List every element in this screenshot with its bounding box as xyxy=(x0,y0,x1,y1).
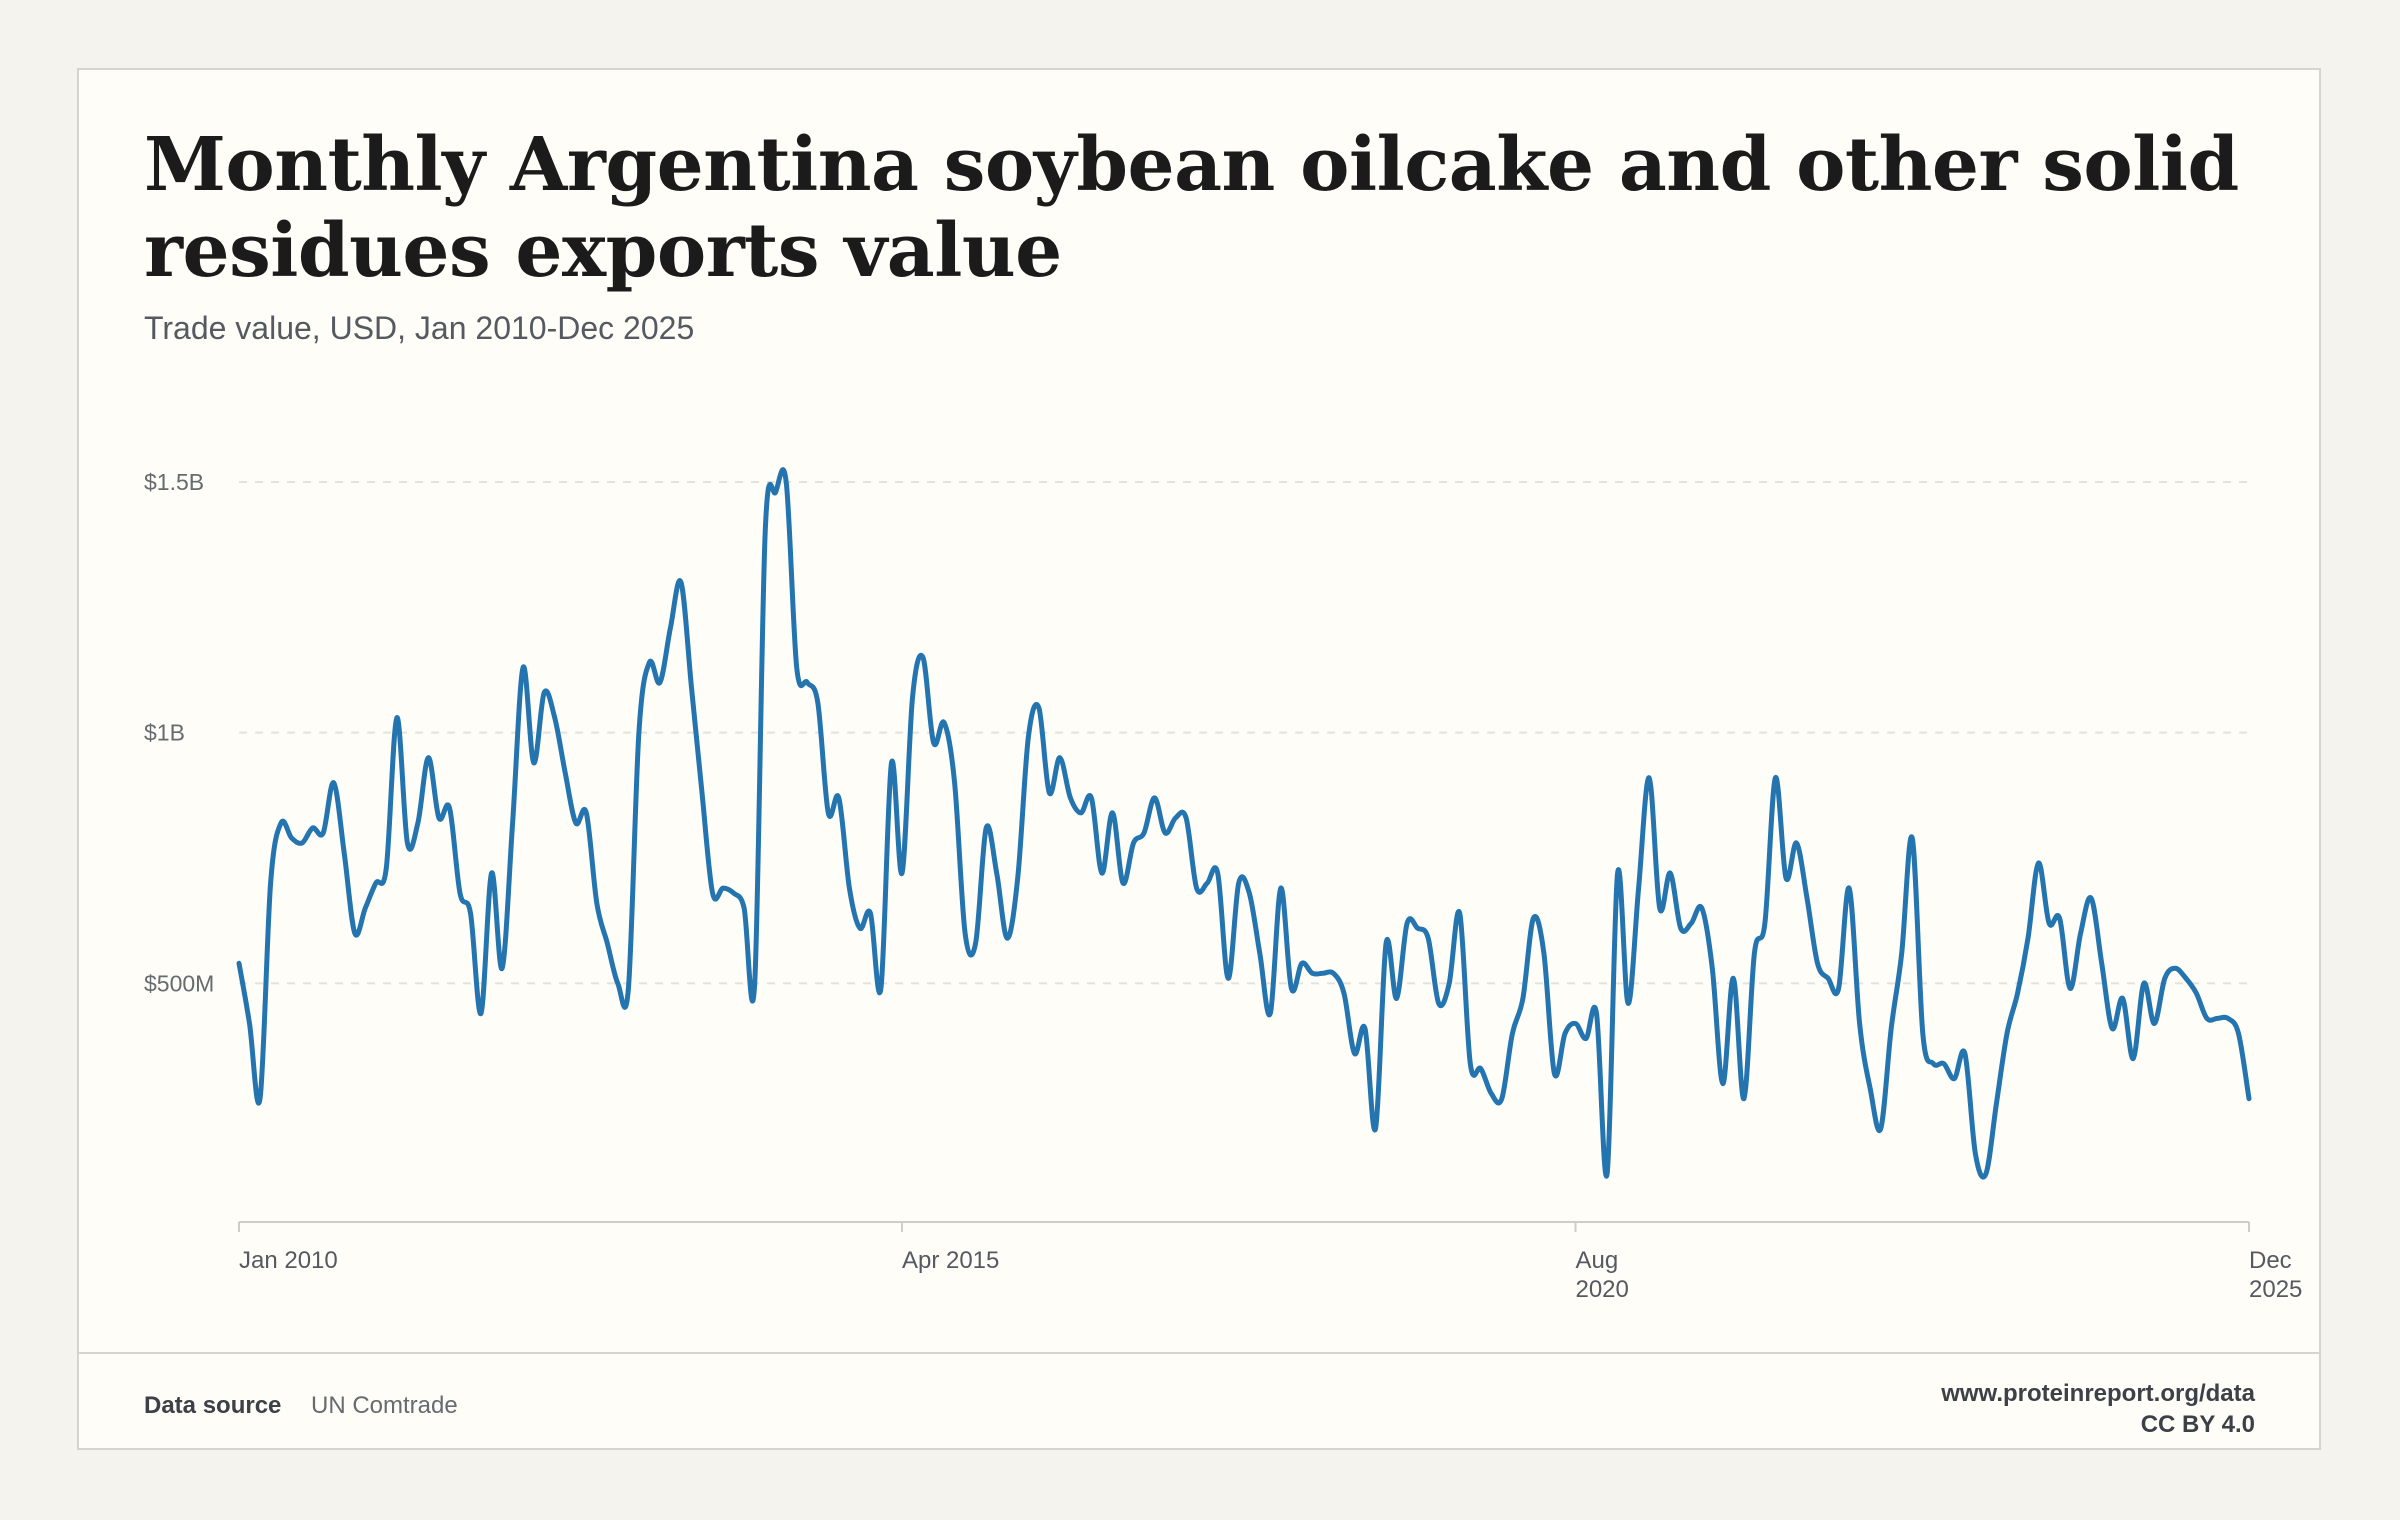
x-axis xyxy=(238,1221,2250,1232)
tick-labels: $500M $1B $1.5B Jan 2010 Apr 2015 Aug 2020 Dec 2… xyxy=(144,469,2302,1303)
data-source-value: UN Comtrade xyxy=(311,1392,458,1419)
chart-title: Monthly Argentina soybean oilcake and ot… xyxy=(144,122,2239,294)
series-layer xyxy=(236,467,2252,1180)
line-chart: $500M $1B $1.5B Jan 2010 Apr 2015 Aug 2020 Dec 2… xyxy=(144,467,2302,1303)
site-link[interactable]: www.proteinreport.org/data xyxy=(1941,1380,2255,1407)
y-tick-label-2: $1.5B xyxy=(144,469,204,495)
credit: www.proteinreport.org/data CC BY 4.0 xyxy=(1941,1378,2255,1440)
chart-card: Monthly Argentina soybean oilcake and ot… xyxy=(77,68,2321,1450)
y-tick-label-1: $1B xyxy=(144,720,185,746)
license-label: CC BY 4.0 xyxy=(2140,1411,2255,1438)
x-tick-label-0: Jan 2010 xyxy=(239,1247,338,1274)
y-tick-label-0: $500M xyxy=(144,970,214,996)
x-tick-label-3: Dec 2025 xyxy=(2249,1247,2302,1303)
chart-subtitle: Trade value, USD, Jan 2010-Dec 2025 xyxy=(144,310,695,346)
x-tick-label-2: Aug 2020 xyxy=(1575,1247,1628,1303)
data-source-label: Data source xyxy=(144,1392,282,1419)
footer: Data source UN Comtrade www.proteinrepor… xyxy=(79,1352,2319,1452)
series-line-0 xyxy=(236,467,2252,1180)
x-tick-label-1: Apr 2015 xyxy=(902,1247,999,1274)
